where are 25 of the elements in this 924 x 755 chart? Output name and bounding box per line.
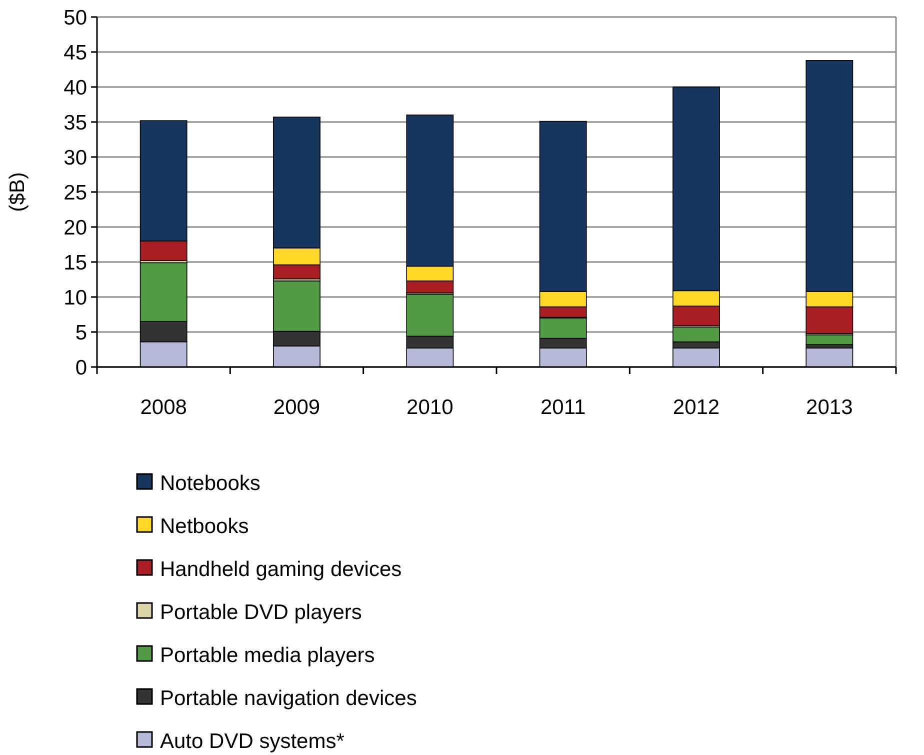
y-tick-label: 45 [64,41,87,64]
y-tick-label: 35 [64,111,87,134]
x-tick-label: 2012 [672,396,720,419]
y-tick-label: 25 [64,181,87,204]
x-tick-label: 2013 [806,396,853,419]
legend-label: Auto DVD systems* [160,730,344,753]
legend-label: Portable DVD players [160,601,362,624]
y-tick-label: 40 [64,76,87,100]
x-tick-label: 2008 [140,396,187,419]
y-tick-label: 10 [64,286,87,310]
y-tick-label: 0 [75,356,87,380]
legend-label: Notebooks [160,472,260,495]
legend-label: Netbooks [160,515,249,538]
y-tick-label: 30 [64,146,87,170]
y-tick-label: 50 [64,6,87,30]
x-tick-label: 2009 [273,396,320,419]
x-tick-label: 2010 [406,396,454,419]
legend-label: Portable navigation devices [160,687,417,710]
y-axis-title: ($B) [6,172,29,212]
legend-label: Handheld gaming devices [160,558,402,581]
y-tick-label: 15 [64,251,87,274]
legend-label: Portable media players [160,644,375,667]
y-tick-label: 5 [75,321,87,344]
x-tick-label: 2011 [540,396,586,419]
y-tick-label: 20 [64,216,87,240]
